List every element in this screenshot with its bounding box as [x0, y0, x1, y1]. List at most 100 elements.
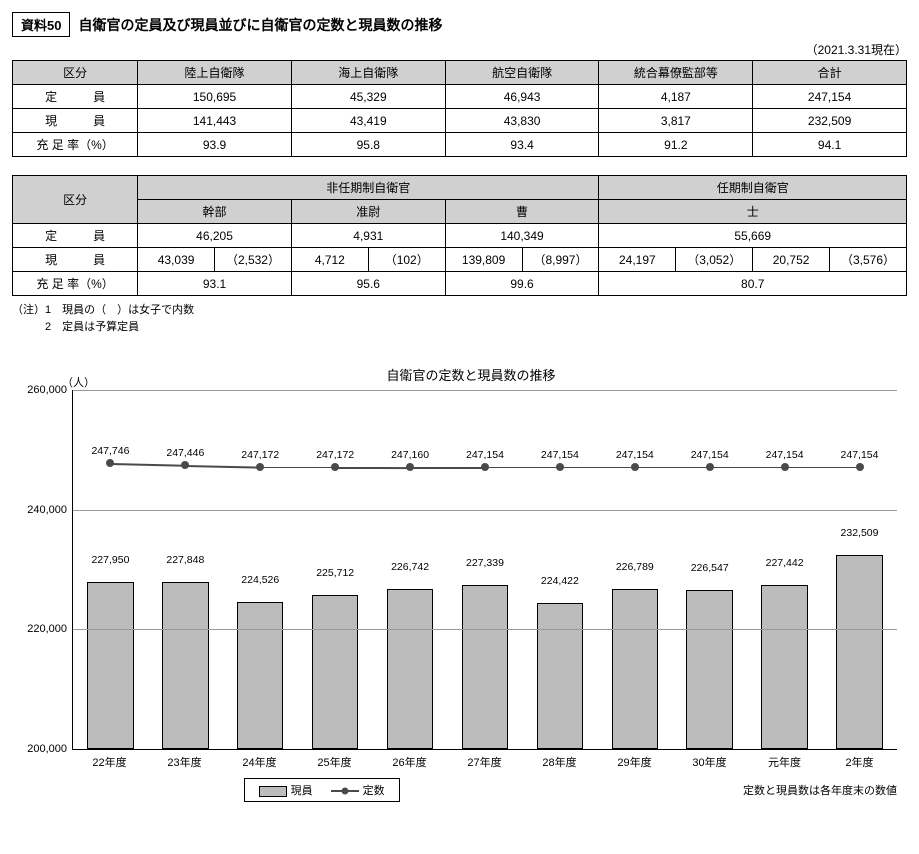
t1-row-label: 定 員 — [13, 85, 138, 109]
chart-bar — [162, 582, 208, 749]
x-tick-label: 24年度 — [222, 750, 297, 770]
bar-value-label: 227,339 — [448, 557, 523, 571]
t1-row-label: 充 足 率（%） — [13, 133, 138, 157]
t1-cell: 3,817 — [599, 109, 753, 133]
table-notes: （注）1 現員の（ ）は女子で内数 2 定員は予算定員 — [12, 302, 907, 335]
gridline — [73, 390, 897, 391]
chart-category: 224,422 247,154 — [522, 390, 597, 749]
x-tick-label: 22年度 — [72, 750, 147, 770]
doc-header: 資料50 自衛官の定員及び現員並びに自衛官の定数と現員数の推移 — [12, 12, 907, 37]
t1-header: 航空自衛隊 — [445, 61, 599, 85]
chart-line-segment — [710, 467, 785, 469]
chart-bar — [387, 589, 433, 749]
chart-legend: 現員 定数 — [244, 778, 400, 802]
x-tick-label: 26年度 — [372, 750, 447, 770]
bar-value-label: 227,848 — [148, 554, 223, 568]
y-tick-label: 220,000 — [27, 623, 73, 635]
line-value-label: 247,154 — [672, 449, 747, 461]
personnel-chart: （人） 自衛官の定数と現員数の推移 227,950247,746227,8482… — [12, 365, 907, 802]
x-tick-label: 27年度 — [447, 750, 522, 770]
line-value-label: 247,154 — [597, 449, 672, 461]
chart-category: 227,339 247,154 — [448, 390, 523, 749]
chart-marker — [781, 463, 789, 471]
chart-bar — [686, 590, 732, 749]
y-tick-label: 240,000 — [27, 504, 73, 516]
bar-value-label: 225,712 — [298, 567, 373, 581]
chart-bar — [612, 589, 658, 749]
chart-bar — [836, 555, 882, 750]
bar-value-label: 224,422 — [522, 575, 597, 589]
legend-bar: 現員 — [259, 782, 313, 798]
bar-value-label: 224,526 — [223, 574, 298, 588]
bar-value-label: 227,442 — [747, 557, 822, 571]
t1-header: 陸上自衛隊 — [138, 61, 292, 85]
chart-plot-area: 227,950 247,746 227,848 247,446 224,526 247,1… — [72, 390, 897, 750]
line-value-label: 247,746 — [73, 445, 148, 457]
t1-cell: 93.9 — [138, 133, 292, 157]
x-tick-label: 23年度 — [147, 750, 222, 770]
chart-marker — [856, 463, 864, 471]
line-value-label: 247,154 — [522, 449, 597, 461]
chart-line-segment — [635, 467, 710, 469]
y-tick-label: 200,000 — [27, 743, 73, 755]
chart-marker — [256, 463, 264, 471]
line-value-label: 247,446 — [148, 447, 223, 459]
t1-cell: 93.4 — [445, 133, 599, 157]
x-tick-label: 30年度 — [672, 750, 747, 770]
legend-line: 定数 — [331, 782, 385, 798]
date-note: （2021.3.31現在） — [12, 41, 907, 58]
y-tick-label: 260,000 — [27, 384, 73, 396]
chart-category: 227,848 247,446 — [148, 390, 223, 749]
chart-category: 232,509247,154 — [822, 390, 897, 749]
line-value-label: 247,154 — [747, 449, 822, 461]
chart-marker — [556, 463, 564, 471]
chart-marker — [706, 463, 714, 471]
chart-category: 226,789 247,154 — [597, 390, 672, 749]
t1-header: 海上自衛隊 — [291, 61, 445, 85]
chart-category: 224,526 247,172 — [223, 390, 298, 749]
chart-marker — [331, 463, 339, 471]
doc-title: 自衛官の定員及び現員並びに自衛官の定数と現員数の推移 — [78, 15, 442, 35]
bar-value-label: 226,789 — [597, 561, 672, 575]
table-by-branch: 区分陸上自衛隊海上自衛隊航空自衛隊統合幕僚監部等合計 定 員150,69545,… — [12, 60, 907, 157]
chart-category: 227,950 247,746 — [73, 390, 148, 749]
x-tick-label: 29年度 — [597, 750, 672, 770]
t1-row-label: 現 員 — [13, 109, 138, 133]
x-tick-label: 2年度 — [822, 750, 897, 770]
t1-header: 合計 — [753, 61, 907, 85]
t1-cell: 141,443 — [138, 109, 292, 133]
note-1: （注）1 現員の（ ）は女子で内数 — [12, 302, 907, 319]
bar-value-label: 226,742 — [373, 561, 448, 575]
t1-cell: 150,695 — [138, 85, 292, 109]
chart-line-segment — [410, 467, 485, 469]
t1-cell: 43,419 — [291, 109, 445, 133]
bar-value-label: 232,509 — [822, 527, 897, 541]
table-by-rank: 区分非任期制自衛官任期制自衛官幹部准尉曹士定 員46,2054,931140,3… — [12, 175, 907, 296]
chart-bar — [87, 582, 133, 749]
chart-title: 自衛官の定数と現員数の推移 — [95, 365, 847, 384]
line-value-label: 247,172 — [223, 449, 298, 461]
chart-line-segment — [485, 467, 560, 469]
t1-cell: 95.8 — [291, 133, 445, 157]
chart-marker — [181, 461, 189, 469]
t1-cell: 91.2 — [599, 133, 753, 157]
t1-cell: 4,187 — [599, 85, 753, 109]
chart-bar — [537, 603, 583, 749]
chart-marker — [106, 459, 114, 467]
note-2: 2 定員は予算定員 — [12, 319, 907, 336]
x-tick-label: 25年度 — [297, 750, 372, 770]
bar-value-label: 227,950 — [73, 554, 148, 568]
chart-category: 225,712247,172 — [298, 390, 373, 749]
chart-category: 226,547247,154 — [672, 390, 747, 749]
chart-bar — [312, 595, 358, 749]
line-value-label: 247,154 — [448, 449, 523, 461]
x-tick-label: 元年度 — [747, 750, 822, 770]
chart-category: 226,742247,160 — [373, 390, 448, 749]
gridline — [73, 510, 897, 511]
chart-marker — [406, 463, 414, 471]
t1-cell: 45,329 — [291, 85, 445, 109]
chart-line-segment — [785, 467, 860, 469]
chart-bar — [462, 585, 508, 749]
chart-bar — [761, 585, 807, 749]
t1-cell: 46,943 — [445, 85, 599, 109]
